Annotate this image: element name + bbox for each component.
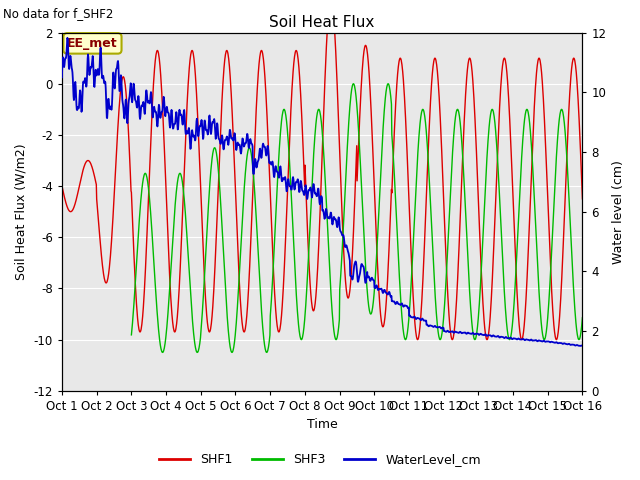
Text: EE_met: EE_met [67,37,118,50]
Text: No data for f_SHF2: No data for f_SHF2 [3,7,113,20]
Title: Soil Heat Flux: Soil Heat Flux [269,15,375,30]
Y-axis label: Soil Heat Flux (W/m2): Soil Heat Flux (W/m2) [15,144,28,280]
Legend: SHF1, SHF3, WaterLevel_cm: SHF1, SHF3, WaterLevel_cm [154,448,486,471]
X-axis label: Time: Time [307,419,337,432]
Y-axis label: Water level (cm): Water level (cm) [612,160,625,264]
